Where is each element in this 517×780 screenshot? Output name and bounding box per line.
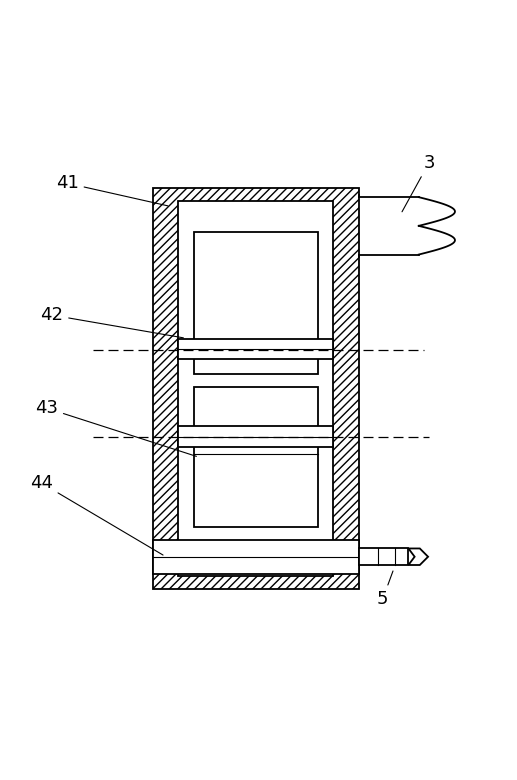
Text: 42: 42	[40, 306, 184, 338]
Bar	[178, 426, 333, 447]
Text: 3: 3	[402, 154, 435, 212]
Bar	[178, 201, 333, 576]
Bar	[178, 339, 333, 359]
Text: 5: 5	[377, 571, 393, 608]
Bar	[153, 540, 359, 573]
Text: 43: 43	[35, 399, 196, 456]
Bar	[153, 189, 359, 589]
Text: 41: 41	[56, 174, 168, 206]
Text: 44: 44	[30, 474, 163, 555]
Bar	[194, 232, 318, 374]
Bar	[194, 388, 318, 527]
Bar	[359, 548, 408, 565]
Polygon shape	[408, 548, 428, 565]
